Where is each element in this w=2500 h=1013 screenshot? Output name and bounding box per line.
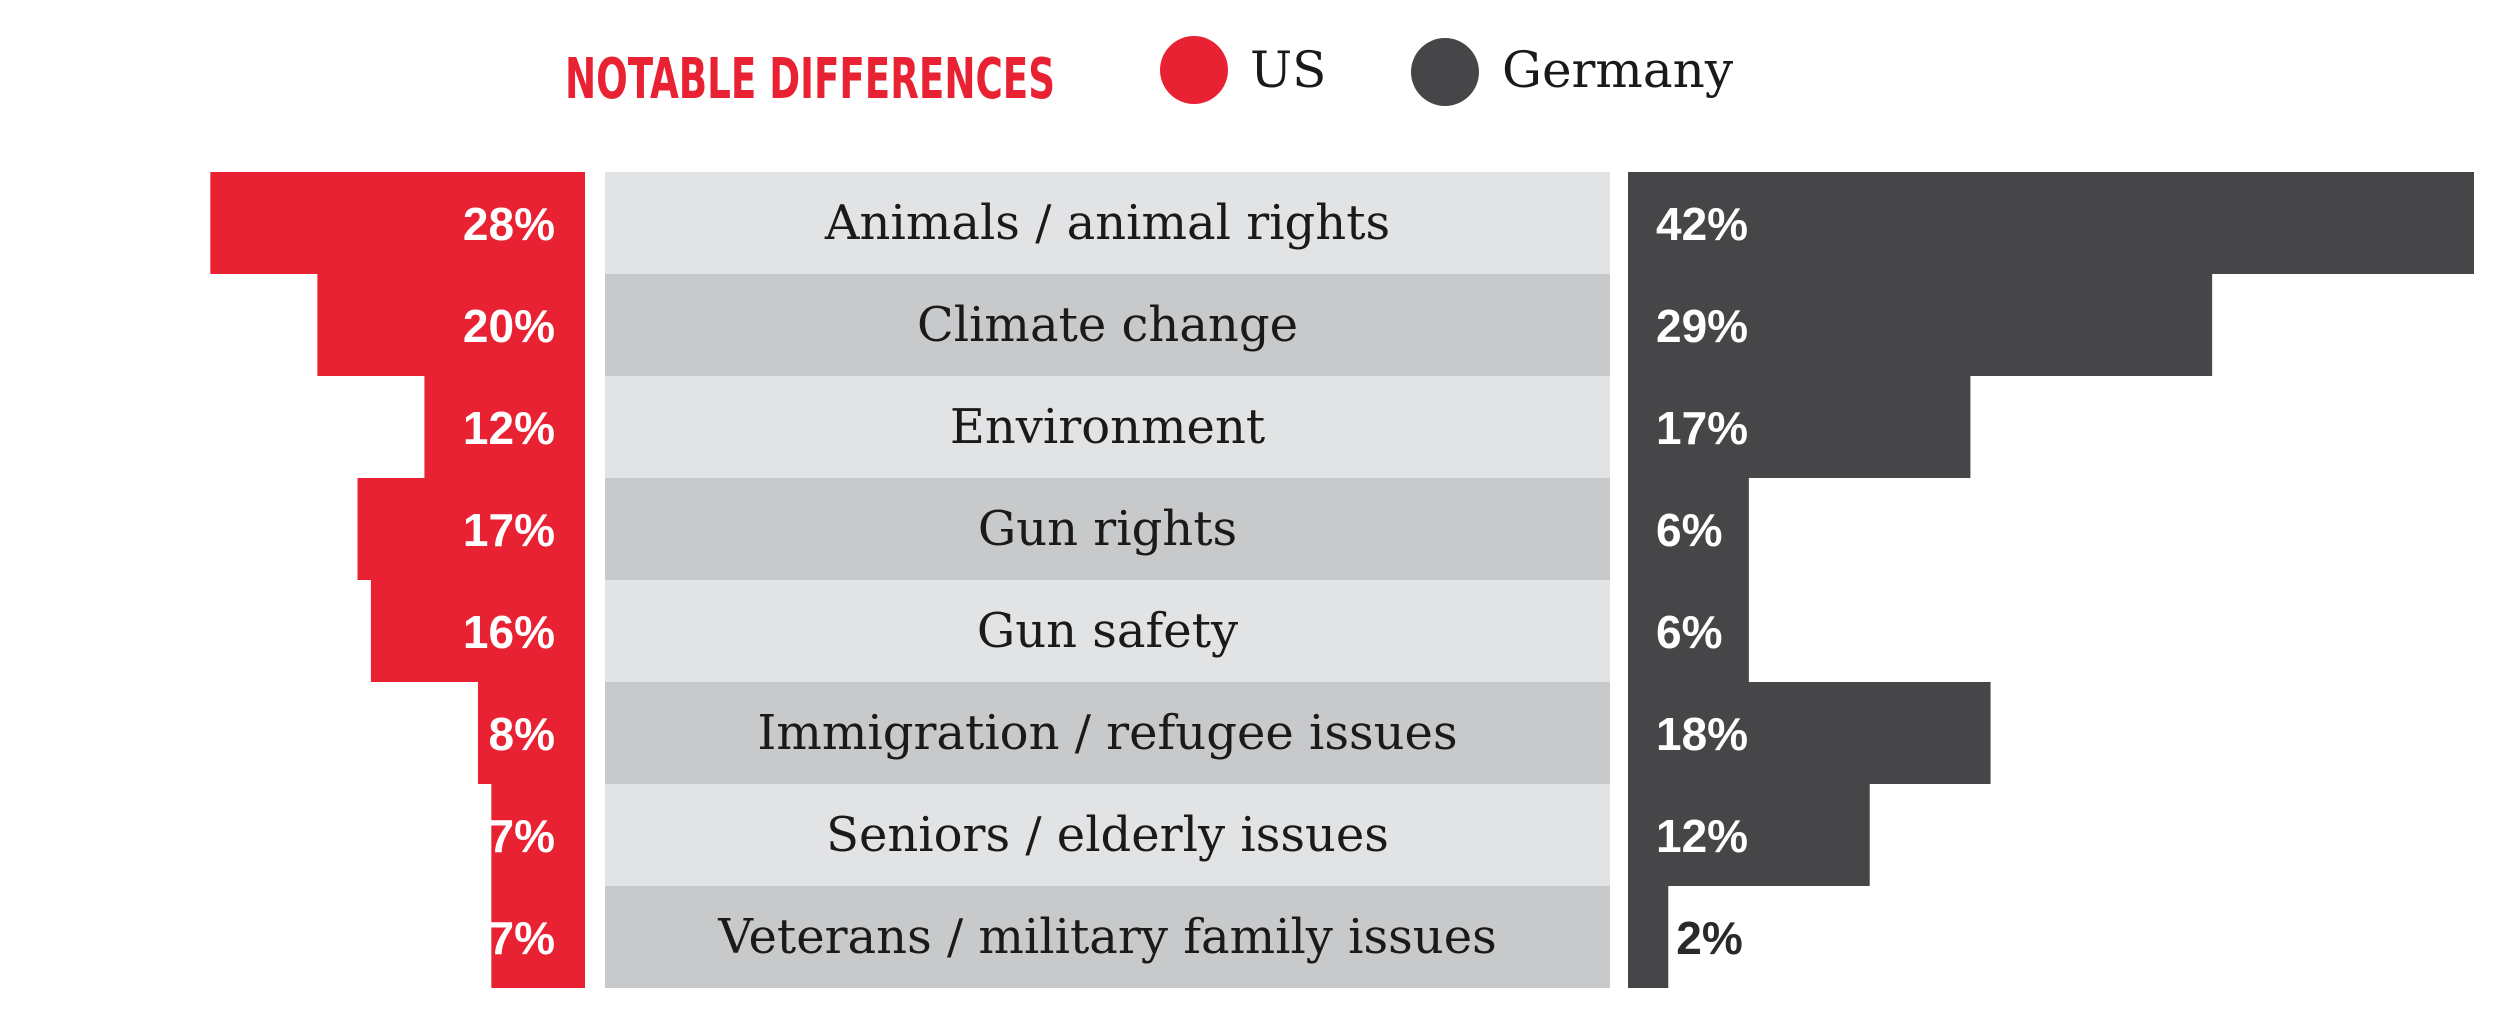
germany-value-label: 6% [1656, 606, 1722, 658]
chart-rows: Animals / animal rights 28% 42% Climate cha… [210, 172, 2474, 988]
category-label: Gun rights [978, 501, 1237, 557]
category-band [605, 682, 1610, 784]
category-band [605, 580, 1610, 682]
chart-row: Gun safety 16% 6% [370, 580, 1749, 682]
germany-bar [1628, 580, 1749, 682]
us-bar [370, 580, 585, 682]
germany-bar [1628, 376, 1971, 478]
us-value-label: 28% [463, 198, 555, 250]
us-value-label: 7% [489, 912, 555, 964]
us-bar [491, 886, 585, 988]
category-band [605, 172, 1610, 274]
us-value-label: 7% [489, 810, 555, 862]
category-label: Immigration / refugee issues [757, 705, 1457, 761]
us-bar [210, 172, 586, 274]
germany-value-label: 17% [1656, 402, 1748, 454]
chart-title: NOTABLE DIFFERENCES [565, 47, 1055, 112]
germany-value-label: 12% [1656, 810, 1748, 862]
category-band [605, 376, 1610, 478]
category-band [605, 784, 1610, 886]
chart-header: NOTABLE DIFFERENCES US Germany [565, 36, 1734, 112]
category-label: Environment [950, 399, 1265, 455]
us-value-label: 17% [463, 504, 555, 556]
legend-label-us: US [1250, 41, 1326, 99]
chart-row: Veterans / military family issues 7% 2% [489, 886, 1743, 988]
us-bar [477, 682, 585, 784]
us-value-label: 12% [463, 402, 555, 454]
category-band [605, 886, 1610, 988]
us-bar [424, 376, 585, 478]
category-label: Gun safety [977, 603, 1238, 659]
germany-value-label: 29% [1656, 300, 1748, 352]
us-value-label: 20% [463, 300, 555, 352]
chart-row: Gun rights 17% 6% [357, 478, 1749, 580]
chart-row: Climate change 20% 29% [317, 274, 2213, 376]
us-bar [491, 784, 585, 886]
category-band [605, 478, 1610, 580]
germany-bar [1628, 784, 1870, 886]
category-band [605, 274, 1610, 376]
category-label: Climate change [917, 297, 1298, 353]
germany-bar [1628, 274, 2213, 376]
category-label: Animals / animal rights [824, 195, 1390, 251]
germany-value-label: 2% [1676, 912, 1742, 964]
chart-row: Environment 12% 17% [424, 376, 1971, 478]
germany-bar [1628, 478, 1749, 580]
germany-value-label: 42% [1656, 198, 1748, 250]
germany-bar [1628, 172, 2474, 274]
category-label: Veterans / military family issues [717, 909, 1497, 965]
germany-value-label: 6% [1656, 504, 1722, 556]
germany-bar [1628, 682, 1991, 784]
legend-swatch-us [1160, 36, 1228, 104]
chart-row: Immigration / refugee issues 8% 18% [477, 682, 1991, 784]
us-value-label: 16% [463, 606, 555, 658]
legend-label-germany: Germany [1502, 41, 1734, 99]
us-value-label: 8% [489, 708, 555, 760]
chart-row: Seniors / elderly issues 7% 12% [489, 784, 1870, 886]
chart-row: Animals / animal rights 28% 42% [210, 172, 2474, 274]
us-bar [317, 274, 585, 376]
germany-value-label: 18% [1656, 708, 1748, 760]
us-bar [357, 478, 585, 580]
category-label: Seniors / elderly issues [826, 807, 1389, 863]
germany-bar [1628, 886, 1669, 988]
legend-swatch-germany [1411, 38, 1479, 106]
